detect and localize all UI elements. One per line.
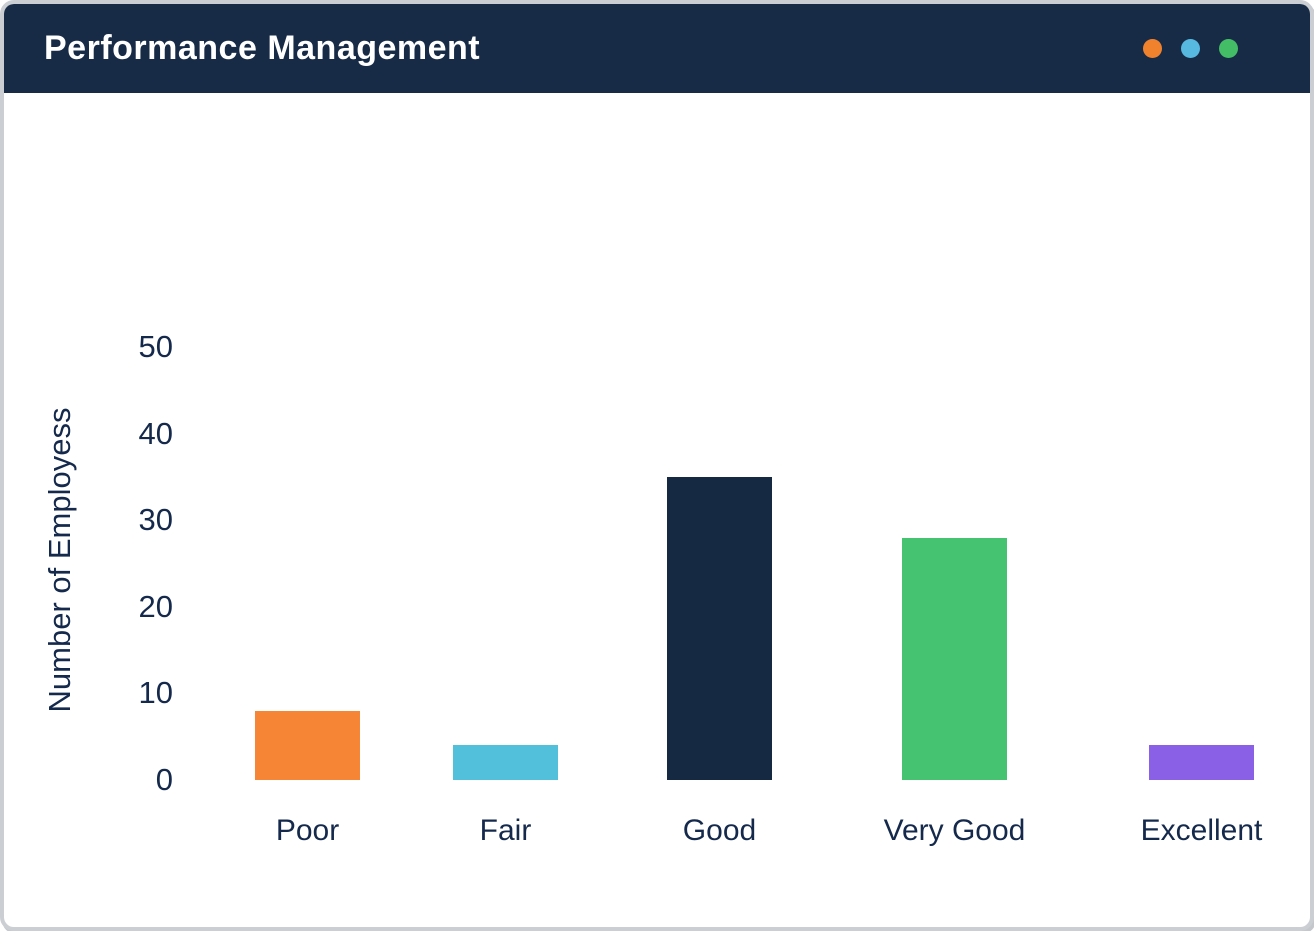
x-label-excellent: Excellent bbox=[1140, 814, 1263, 847]
bar-very-good bbox=[902, 537, 1007, 780]
bar-excellent bbox=[1149, 745, 1254, 780]
y-tick-label-50: 50 bbox=[138, 329, 173, 364]
title-bar: Performance Management bbox=[4, 4, 1310, 93]
y-tick-label-0: 0 bbox=[155, 762, 173, 797]
window-dot-orange[interactable] bbox=[1143, 39, 1162, 58]
bar-fair bbox=[453, 745, 558, 780]
x-label-good: Good bbox=[682, 814, 757, 847]
y-tick-label-30: 30 bbox=[138, 502, 173, 538]
bar-good bbox=[667, 476, 772, 780]
y-tick-label-10: 10 bbox=[138, 675, 173, 711]
x-label-fair: Fair bbox=[479, 814, 532, 847]
bar-poor bbox=[255, 710, 360, 780]
window-dot-green[interactable] bbox=[1219, 39, 1238, 58]
x-label-very-good: Very Good bbox=[883, 814, 1026, 847]
window-control-dots bbox=[1143, 39, 1238, 58]
x-label-poor: Poor bbox=[275, 814, 340, 847]
y-tick-label-20: 20 bbox=[138, 588, 173, 624]
y-tick-label-40: 40 bbox=[138, 415, 173, 451]
window-title: Performance Management bbox=[44, 29, 481, 67]
chart-area: Number of Employess 0 10 20 30 40 50 Poor Fair G… bbox=[4, 4, 1310, 927]
window-dot-blue[interactable] bbox=[1181, 39, 1200, 58]
